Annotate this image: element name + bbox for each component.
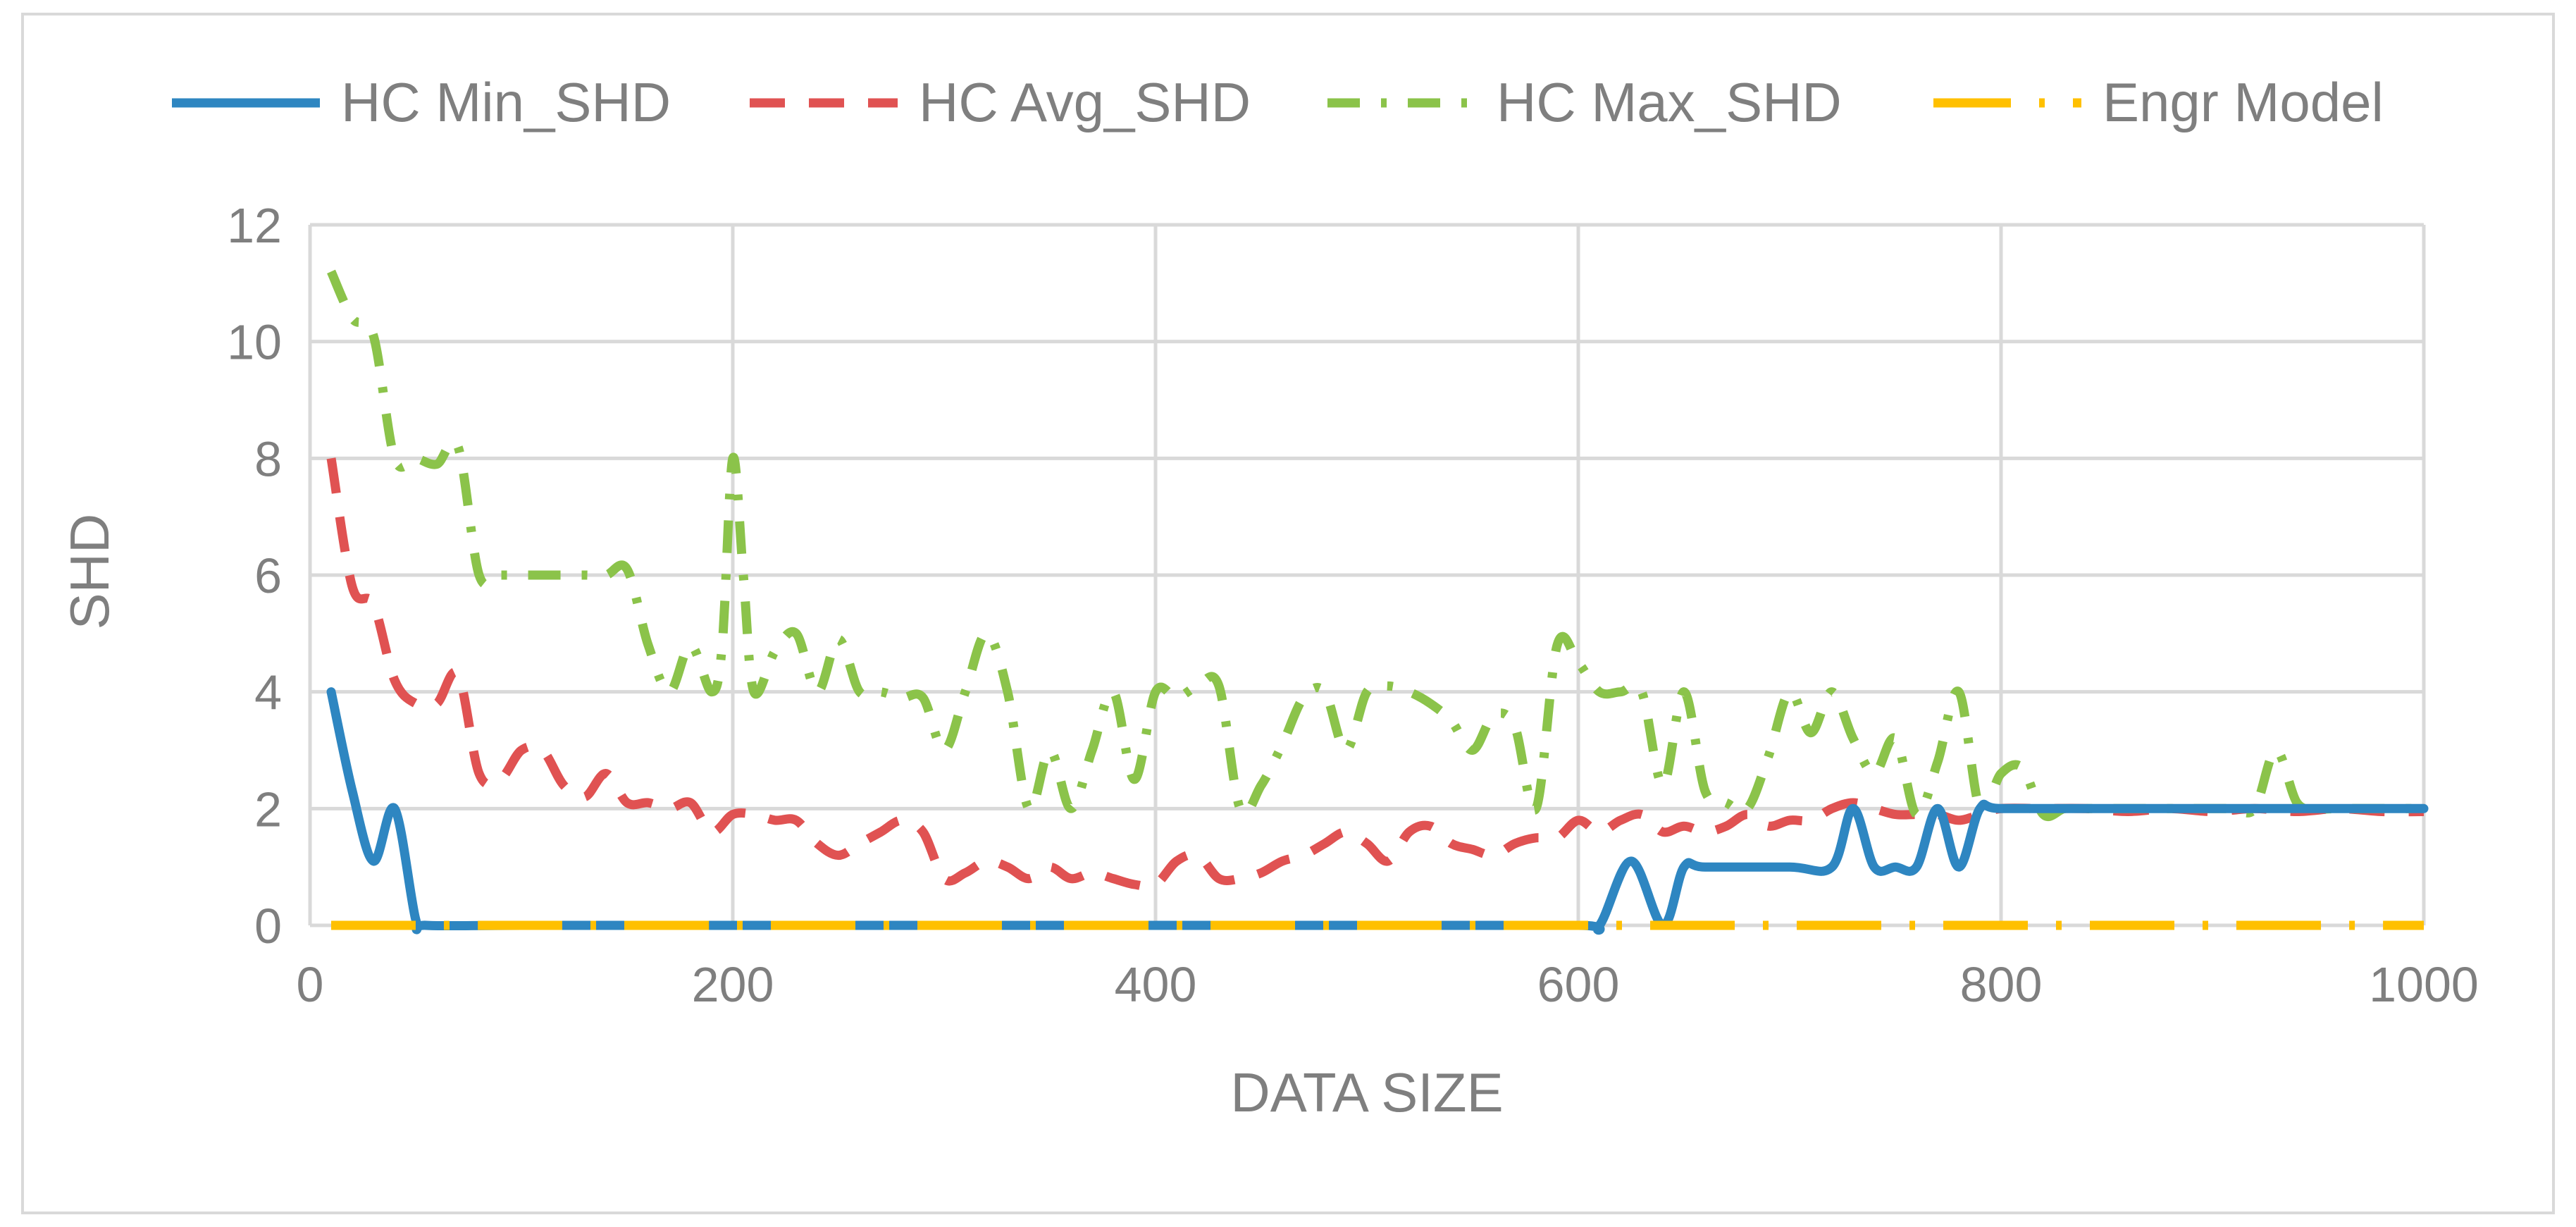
y-tick-label: 10 <box>227 315 282 370</box>
y-tick-label: 2 <box>254 782 282 837</box>
legend-label-engr-model: Engr Model <box>2103 71 2384 133</box>
y-axis-ticks: 0 2 4 6 8 10 12 <box>227 198 282 954</box>
legend-label-hc-avg-shd: HC Avg_SHD <box>919 71 1251 133</box>
legend-label-hc-max-shd: HC Max_SHD <box>1497 71 1842 133</box>
legend-label-hc-min-shd: HC Min_SHD <box>341 71 671 133</box>
x-tick-label: 200 <box>692 957 774 1012</box>
chart-frame: HC Min_SHD HC Avg_SHD HC Max_SHD Engr Model… <box>21 13 2555 1214</box>
x-axis-title: DATA SIZE <box>1230 1061 1503 1123</box>
line-chart: HC Min_SHD HC Avg_SHD HC Max_SHD Engr Model… <box>58 71 2479 1123</box>
x-tick-label: 800 <box>1960 957 2043 1012</box>
series-line-hc-avg-shd <box>326 457 2425 892</box>
x-tick-label: 400 <box>1115 957 1197 1012</box>
y-tick-label: 0 <box>254 899 282 954</box>
x-axis-ticks: 0 200 400 600 800 1000 <box>297 957 2479 1012</box>
legend: HC Min_SHD HC Avg_SHD HC Max_SHD Engr Model <box>172 71 2384 133</box>
x-tick-label: 1000 <box>2369 957 2479 1012</box>
y-tick-label: 12 <box>227 198 282 253</box>
series-line-hc-min-shd <box>326 687 2429 935</box>
x-tick-label: 0 <box>297 957 324 1012</box>
series-line-hc-max-shd <box>327 269 2424 822</box>
y-tick-label: 6 <box>254 548 282 603</box>
y-axis-title: SHD <box>58 514 120 630</box>
x-tick-label: 600 <box>1537 957 1620 1012</box>
y-tick-label: 8 <box>254 431 282 486</box>
y-tick-label: 4 <box>254 665 282 720</box>
series-group <box>326 269 2429 935</box>
